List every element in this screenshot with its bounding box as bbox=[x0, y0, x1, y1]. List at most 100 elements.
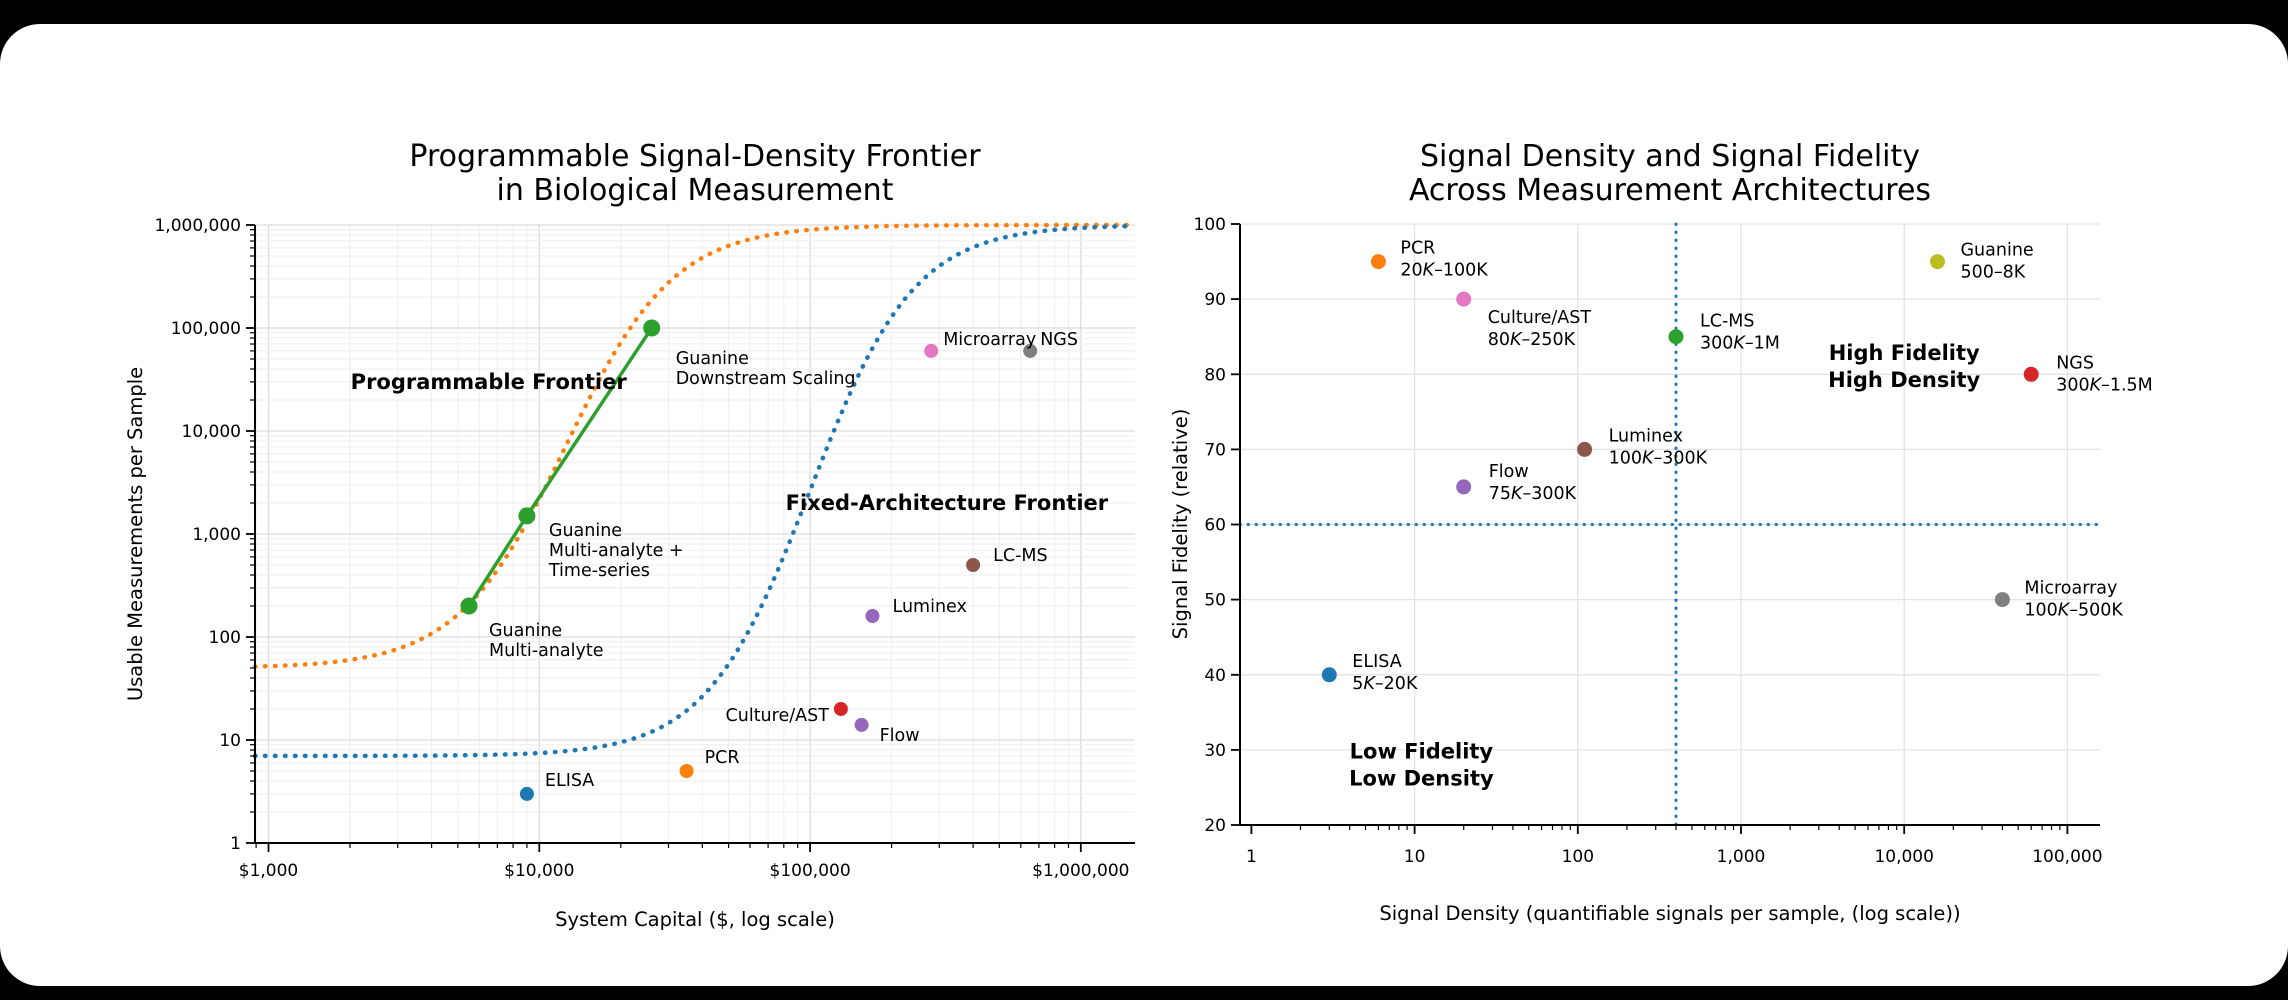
programmable-frontier-curve bbox=[252, 222, 1135, 669]
label-luminex-line0: Luminex bbox=[1609, 426, 1683, 446]
point-flow bbox=[1456, 479, 1472, 495]
point-elisa bbox=[1321, 667, 1337, 683]
point-microarray bbox=[1994, 592, 2010, 608]
right-chart-xlabel: Signal Density (quantifiable signals per… bbox=[1379, 902, 1960, 925]
annotation-low-density: Low Density bbox=[1349, 766, 1494, 790]
label-pcr: PCR bbox=[705, 748, 740, 768]
tick-label: 10 bbox=[1404, 847, 1426, 867]
point-culture-ast bbox=[833, 702, 848, 716]
point-microarray bbox=[924, 343, 939, 358]
point-lc-ms bbox=[1668, 329, 1684, 345]
tick-label: 100 bbox=[1194, 215, 1226, 235]
point-lc-ms bbox=[966, 558, 981, 572]
label-guanine-line1: 500–8K bbox=[1961, 263, 2026, 283]
label-lc-ms: LC-MS bbox=[993, 546, 1048, 566]
tick-label: 1 bbox=[230, 834, 241, 854]
label-elisa-line1: 5K–20K bbox=[1352, 674, 1418, 694]
label-guanine-multi-analyte-time-series-line0: Guanine bbox=[549, 521, 622, 541]
label-microarray: Microarray bbox=[943, 330, 1036, 350]
annotation-low-fidelity: Low Fidelity bbox=[1350, 739, 1494, 763]
left-chart-labels: ELISA PCR Culture/AST Flow Luminex LC-MS Micro… bbox=[351, 330, 1109, 791]
left-chart-grid bbox=[255, 224, 1135, 844]
tick-label: 50 bbox=[1204, 591, 1226, 611]
annotation-high-density: High Density bbox=[1828, 368, 1980, 392]
left-chart-xlabel: System Capital ($, log scale) bbox=[555, 908, 835, 931]
guanine-point-1 bbox=[518, 507, 536, 525]
frontier-curves bbox=[252, 222, 1135, 759]
tick-label: $10,000 bbox=[504, 861, 574, 881]
label-lc-ms-line1: 300K–1M bbox=[1700, 334, 1780, 354]
tick-label: 10,000 bbox=[1874, 847, 1933, 867]
left-chart-title-line2: in Biological Measurement bbox=[497, 173, 894, 208]
tick-label: 100,000 bbox=[2032, 847, 2102, 867]
tick-label: 40 bbox=[1204, 666, 1226, 686]
tick-label: 100 bbox=[209, 628, 241, 648]
tick-label: 80 bbox=[1204, 365, 1226, 385]
label-flow-line1: 75K–300K bbox=[1489, 484, 1577, 504]
point-luminex bbox=[1577, 441, 1593, 457]
annotation-fixed-architecture-frontier: Fixed-Architecture Frontier bbox=[786, 491, 1109, 515]
point-culture-ast bbox=[1456, 291, 1472, 307]
right-chart-labels: PCR20K–100KCulture/AST80K–250KLC-MS300K–… bbox=[1349, 239, 2153, 791]
left-chart-axes: $1,000 $10,000 $100,000 $1,000,000 1 10 100 1,0… bbox=[154, 216, 1135, 881]
fixed-architecture-frontier-curve bbox=[252, 223, 1135, 759]
left-chart-points bbox=[519, 343, 1038, 801]
left-chart-ylabel: Usable Measurements per Sample bbox=[124, 367, 147, 701]
tick-label: 20 bbox=[1204, 816, 1226, 836]
tick-label: 1 bbox=[1246, 847, 1257, 867]
tick-label: 10 bbox=[219, 731, 241, 751]
label-guanine-downstream-scaling-line0: Guanine bbox=[676, 349, 749, 369]
label-ngs-line0: NGS bbox=[2056, 353, 2094, 373]
tick-label: 70 bbox=[1204, 440, 1226, 460]
point-pcr bbox=[1370, 254, 1386, 270]
label-elisa: ELISA bbox=[545, 771, 594, 791]
tick-label: 1,000,000 bbox=[154, 216, 241, 236]
point-elisa bbox=[519, 786, 534, 801]
point-guanine bbox=[1930, 254, 1945, 270]
point-ngs bbox=[1023, 343, 1038, 358]
point-luminex bbox=[865, 609, 880, 623]
label-ngs-line1: 300K–1.5M bbox=[2056, 375, 2153, 395]
annotation-high-fidelity: High Fidelity bbox=[1829, 341, 1980, 365]
label-lc-ms-line0: LC-MS bbox=[1700, 312, 1755, 332]
guanine-point-2 bbox=[643, 319, 661, 337]
label-guanine-multi-analyte-line0: Guanine bbox=[489, 621, 562, 641]
label-culture-ast-line1: 80K–250K bbox=[1488, 330, 1576, 350]
label-luminex-line1: 100K–300K bbox=[1609, 448, 1708, 468]
label-luminex: Luminex bbox=[893, 597, 967, 617]
label-ngs: NGS bbox=[1040, 330, 1078, 350]
annotation-programmable-frontier: Programmable Frontier bbox=[351, 370, 628, 394]
right-chart-points bbox=[1321, 254, 2039, 683]
label-culture-ast-line0: Culture/AST bbox=[1488, 308, 1592, 328]
point-ngs bbox=[2023, 366, 2039, 382]
quadrant-lines bbox=[1238, 222, 2102, 827]
tick-label: 60 bbox=[1204, 516, 1226, 536]
label-guanine-multi-analyte-time-series-line2: Time-series bbox=[548, 561, 650, 581]
label-guanine-line0: Guanine bbox=[1961, 241, 2034, 261]
tick-label: 1,000 bbox=[1717, 847, 1766, 867]
label-guanine-multi-analyte-line1: Multi-analyte bbox=[489, 641, 603, 661]
tick-label: 10,000 bbox=[182, 422, 241, 442]
label-elisa-line0: ELISA bbox=[1352, 652, 1401, 672]
point-pcr bbox=[679, 764, 694, 778]
label-pcr-line0: PCR bbox=[1400, 239, 1435, 259]
right-chart-title-line2: Across Measurement Architectures bbox=[1409, 173, 1931, 208]
tick-label: 100 bbox=[1562, 847, 1594, 867]
tick-label: $1,000 bbox=[239, 861, 298, 881]
tick-label: $1,000,000 bbox=[1032, 861, 1129, 881]
label-guanine-multi-analyte-time-series-line1: Multi-analyte + bbox=[549, 541, 684, 561]
right-chart-ylabel: Signal Fidelity (relative) bbox=[1169, 409, 1192, 640]
left-chart-title-line1: Programmable Signal-Density Frontier bbox=[409, 139, 981, 174]
right-chart-title-line1: Signal Density and Signal Fidelity bbox=[1420, 139, 1920, 174]
label-pcr-line1: 20K–100K bbox=[1400, 261, 1488, 281]
tick-label: 30 bbox=[1204, 741, 1226, 761]
tick-label: $100,000 bbox=[770, 861, 851, 881]
tick-label: 90 bbox=[1204, 290, 1226, 310]
label-flow: Flow bbox=[880, 726, 920, 746]
tick-label: 1,000 bbox=[192, 525, 241, 545]
label-microarray-line0: Microarray bbox=[2024, 579, 2117, 599]
point-flow bbox=[854, 717, 869, 732]
guanine-point-0 bbox=[460, 597, 478, 615]
